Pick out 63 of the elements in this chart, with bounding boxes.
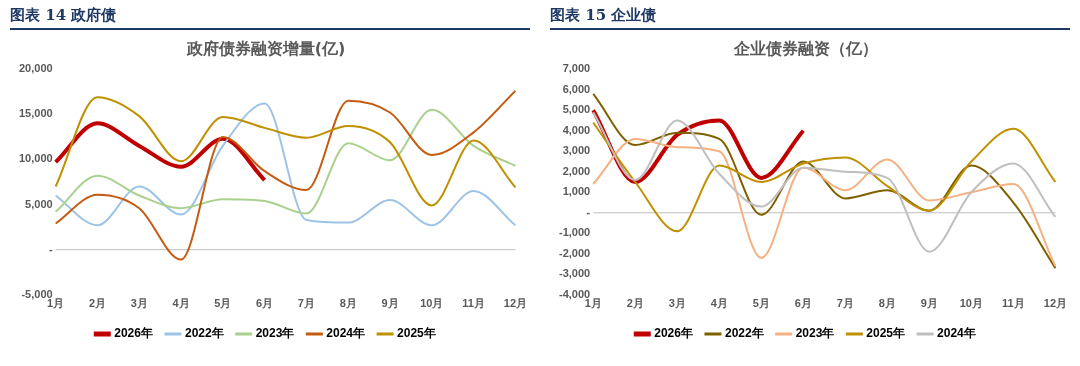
legend-label: 2023年: [255, 326, 295, 341]
legend-label: 2024年: [937, 326, 976, 341]
legend-label: 2025年: [866, 326, 906, 341]
x-tick-label: 11月: [462, 297, 485, 310]
line-series: [53, 121, 267, 183]
x-tick-label: 7月: [836, 297, 854, 310]
legend-label: 2022年: [184, 326, 224, 341]
x-tick-label: 5月: [752, 297, 770, 310]
x-tick-label: 9月: [920, 297, 938, 310]
y-tick-label: 7,000: [562, 62, 591, 75]
x-tick-label: 4月: [710, 297, 728, 310]
y-tick-label: -3,000: [558, 267, 591, 280]
x-tick-label: 2月: [88, 297, 106, 310]
x-tick-label: 2月: [626, 297, 644, 310]
x-tick-label: 6月: [256, 297, 274, 310]
y-tick-label: -1,000: [558, 226, 591, 239]
chart-title: 图表 15 企业债: [550, 4, 1070, 30]
x-tick-label: 1月: [584, 297, 602, 310]
x-tick-label: 8月: [878, 297, 896, 310]
y-tick-label: -2,000: [558, 246, 591, 259]
y-tick-label: 2,000: [562, 164, 591, 177]
legend-label: 2023年: [795, 326, 835, 341]
x-tick-label: 4月: [172, 297, 190, 310]
y-tick-label: 1,000: [562, 185, 591, 198]
legend-label: 2026年: [654, 326, 693, 341]
line-series: [54, 96, 517, 207]
x-tick-label: 10月: [959, 297, 983, 310]
x-tick-label: 8月: [339, 297, 357, 310]
x-tick-label: 1月: [47, 297, 65, 310]
legend-label: 2022年: [724, 326, 764, 341]
chart-subtitle: 企业债券融资（亿）: [733, 38, 878, 58]
line-series: [592, 121, 1057, 233]
y-tick-label: 3,000: [562, 144, 591, 157]
y-tick-label: -: [586, 205, 591, 218]
x-tick-label: 7月: [297, 297, 315, 310]
y-tick-label: -: [48, 242, 53, 255]
x-tick-label: 3月: [130, 297, 148, 310]
y-tick-label: -4,000: [558, 287, 591, 300]
legend-label: 2026年: [114, 326, 153, 341]
y-tick-label: 4,000: [562, 123, 591, 136]
line-series: [592, 111, 1057, 253]
y-tick-label: 15,000: [18, 107, 53, 120]
x-tick-label: 12月: [503, 297, 528, 310]
x-tick-label: 10月: [420, 297, 444, 310]
x-tick-label: 6月: [794, 297, 812, 310]
x-tick-label: 3月: [668, 297, 686, 310]
line-series: [54, 89, 517, 261]
legend-label: 2025年: [397, 326, 436, 341]
x-tick-label: 9月: [381, 297, 399, 310]
y-tick-label: 6,000: [562, 82, 591, 95]
y-tick-label: -5,000: [21, 287, 53, 300]
y-tick-label: 5,000: [562, 103, 591, 116]
y-tick-label: 20,000: [18, 62, 53, 75]
line-series: [592, 92, 1057, 270]
x-tick-label: 11月: [1002, 297, 1025, 310]
chart-subtitle: 政府债券融资增量(亿): [185, 38, 346, 58]
chart-title: 图表 14 政府债: [10, 4, 530, 30]
y-tick-label: 5,000: [25, 197, 53, 210]
y-tick-label: 10,000: [18, 152, 53, 165]
line-series: [592, 137, 1057, 268]
x-tick-label: 12月: [1043, 297, 1068, 310]
legend-label: 2024年: [326, 326, 366, 341]
x-tick-label: 5月: [214, 297, 232, 310]
